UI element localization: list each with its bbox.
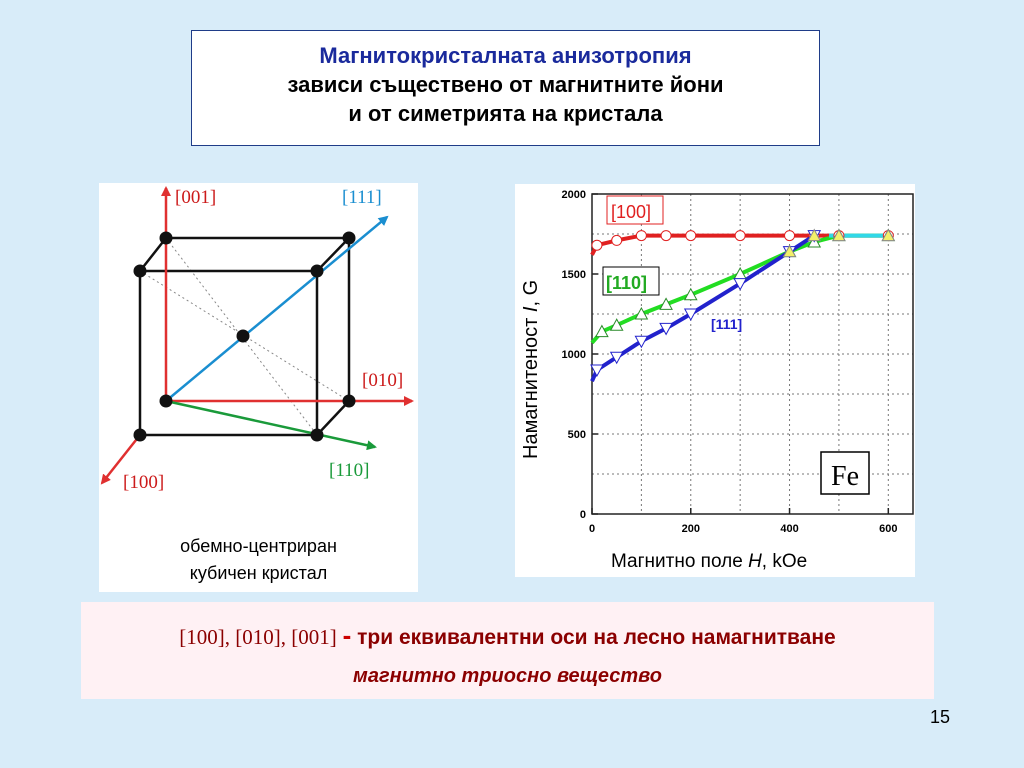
legend-label-100: [100]: [611, 202, 651, 222]
axis-110-label: [110]: [329, 460, 369, 481]
saturation-point-2: [832, 228, 846, 242]
x-tick-label-600: 600: [879, 523, 897, 535]
axis-111-line: [165, 215, 389, 402]
series-2-point-6: [733, 278, 747, 291]
y-tick-label-0: 0: [580, 509, 586, 521]
conclusion-line-2: магнитно триосно вещество: [353, 665, 662, 687]
material-box: [820, 451, 870, 495]
series-2-point-4: [659, 322, 673, 336]
series-0-point-4: [660, 230, 672, 242]
axis-110-line: [165, 399, 377, 451]
axis-111-label: [111]: [342, 187, 382, 208]
cube-caption-line-2: кубичен кристал: [189, 563, 328, 583]
x-tick-label-400: 400: [780, 523, 798, 535]
x-tick-label-200: 200: [682, 523, 700, 535]
series-1-point-2: [609, 318, 624, 331]
series-2-point-5: [683, 308, 698, 322]
series-1-point-3: [634, 306, 649, 320]
easy-axes-text: [100], [010], [001]: [179, 625, 337, 649]
cube-caption-line-1: обемно-центриран: [180, 536, 337, 556]
title-box: Магнитокристалната анизотропия зависи съ…: [191, 30, 820, 146]
title-line-2: зависи съществено от магнитните йони: [287, 72, 724, 97]
legend-box-100: [606, 195, 664, 225]
axis-100-label: [100]: [123, 472, 164, 493]
cube-atoms: [133, 231, 356, 442]
axis-100-line: [100, 434, 141, 485]
magnetization-chart-panel: 0 200 400 600 0 500 1000 1500 2000 Намагнитеност…: [515, 184, 915, 577]
saturation-point-3: [881, 228, 896, 242]
series-line-2: [590, 233, 816, 383]
axis-010-label: [010]: [362, 370, 403, 391]
cube-diagram-panel: [001] [111] [010] [110] [100] обемно-цен…: [99, 183, 418, 592]
material-label: Fe: [831, 461, 859, 492]
series-0-point-7: [784, 230, 796, 242]
legend-label-110: [110]: [606, 273, 647, 293]
saturation-point-1: [807, 228, 822, 242]
series-0-point-5: [685, 230, 697, 242]
y-tick-label-2000: 2000: [562, 189, 586, 201]
chart-series: [590, 228, 896, 383]
chart-ticks: 0 200 400 600 0 500 1000 1500 2000: [562, 189, 898, 535]
x-tick-label-0: 0: [589, 523, 595, 535]
legend-box-110: [602, 266, 660, 296]
saturation-point-0: [782, 244, 797, 258]
conclusion-text: три еквивалентни оси на лесно намагнитва…: [357, 626, 836, 649]
conclusion-dash: -: [342, 620, 352, 650]
conclusion-line-1: [100], [010], [001] - три еквивалентни о…: [81, 620, 934, 651]
y-axis-label: Намагнитеност I, G: [520, 280, 542, 459]
page-number: 15: [930, 707, 951, 727]
series-1-point-4: [659, 297, 673, 310]
title-line-1: Магнитокристалната анизотропия: [319, 43, 692, 68]
series-2-point-1: [590, 364, 604, 378]
series-0-point-1: [591, 239, 603, 251]
series-0-point-2: [611, 234, 623, 246]
series-2-point-3: [634, 335, 649, 349]
title-line-3: и от симетрията на кристала: [348, 101, 663, 126]
series-2-point-2: [609, 351, 624, 365]
series-1-point-5: [683, 287, 698, 301]
conclusion-box: [100], [010], [001] - три еквивалентни о…: [81, 602, 934, 699]
x-axis-label: Магнитно поле H, kOe: [611, 551, 807, 572]
y-tick-label-1000: 1000: [562, 349, 586, 361]
cube-diagram: [001] [111] [010] [110] [100]: [100, 186, 414, 493]
legend-label-111: [111]: [711, 316, 742, 332]
magnetization-chart: 0 200 400 600 0 500 1000 1500 2000 Намагнитеност…: [520, 189, 914, 572]
y-tick-label-500: 500: [568, 429, 586, 441]
axis-001-label: [001]: [175, 187, 216, 208]
series-1-point-1: [595, 324, 609, 338]
y-tick-label-1500: 1500: [562, 269, 586, 281]
series-0-point-3: [635, 230, 647, 242]
cube-edges: [138, 236, 351, 437]
series-0-point-6: [734, 230, 746, 242]
